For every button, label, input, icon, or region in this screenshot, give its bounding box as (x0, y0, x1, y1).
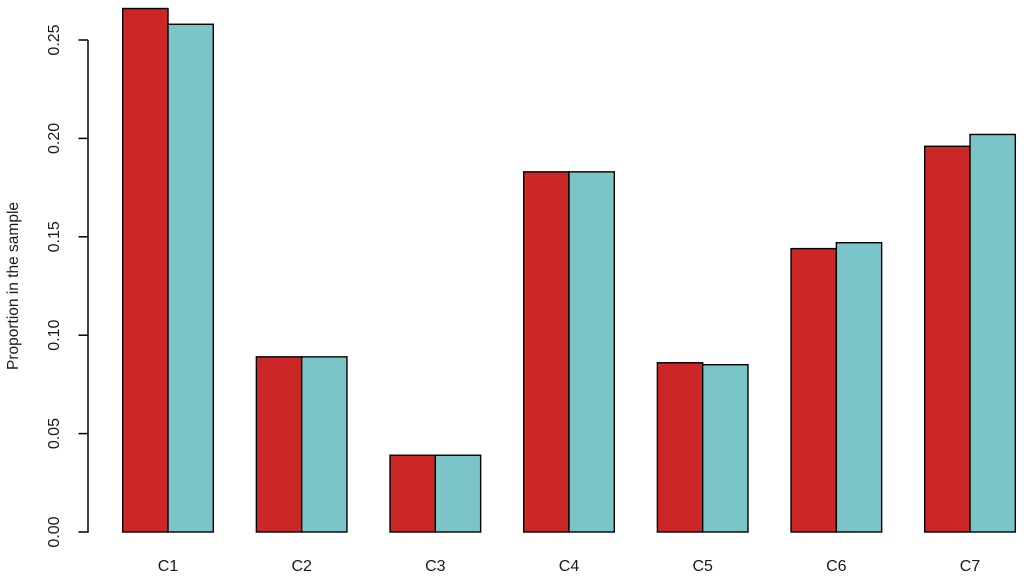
bar-C4-teal-series (568, 171, 616, 533)
bar-C1-teal-series (167, 23, 214, 533)
bar-C2-red-series (255, 356, 303, 533)
y-tick-label: 0.20 (46, 123, 63, 154)
y-axis-title: Proportion in the sample (5, 202, 22, 370)
bar-C3-teal-series (434, 454, 482, 533)
x-category-label: C7 (960, 558, 981, 575)
y-tick-label: 0.10 (46, 320, 63, 351)
y-tick-label: 0.00 (46, 516, 63, 547)
x-category-label: C2 (291, 558, 312, 575)
y-tick-label: 0.05 (46, 418, 63, 449)
bar-C2-teal-series (300, 356, 348, 533)
x-category-label: C3 (425, 558, 446, 575)
x-axis-labels: C1 C2 C3 C4 C5 C6 C7 (158, 558, 981, 575)
bar-C3-red-series (389, 454, 437, 533)
x-category-label: C5 (692, 558, 713, 575)
y-axis: 0.00 0.05 0.10 0.15 0.20 0.25 (46, 24, 89, 548)
bar-C1-red-series (121, 7, 169, 533)
bar-C5-teal-series (701, 364, 749, 533)
y-tick-label: 0.15 (46, 221, 63, 252)
bar-C4-red-series (523, 171, 570, 533)
bar-C7-red-series (924, 145, 971, 533)
bar-C5-red-series (656, 362, 704, 533)
x-category-label: C6 (826, 558, 847, 575)
bars-layer (121, 7, 1017, 533)
bar-C7-teal-series (969, 133, 1017, 533)
x-category-label: C1 (158, 558, 179, 575)
bar-C6-red-series (790, 247, 838, 533)
y-tick-label: 0.25 (46, 24, 63, 55)
x-category-label: C4 (559, 558, 580, 575)
bar-C6-teal-series (835, 242, 883, 533)
